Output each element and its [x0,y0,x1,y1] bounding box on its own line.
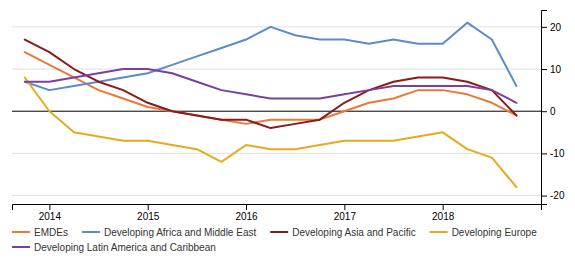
chart-svg: EMDEs Developing Africa and Middle East De… [0,0,575,262]
grid-line [12,153,541,154]
legend-label: Developing Europe [452,227,537,238]
y-tick: -20 [541,190,565,201]
x-tick-mark [148,204,149,210]
legend-label: Developing Africa and Middle East [104,227,257,238]
legend-label: EMDEs [34,227,68,238]
y-tick-label: -10 [550,148,565,159]
x-tick-label: 2018 [432,211,455,222]
x-tick-label: 2017 [334,211,357,222]
series-line [25,77,517,187]
legend-swatch [12,246,30,248]
series-line [25,52,517,124]
x-tick-label: 2015 [137,211,160,222]
legend-swatch [82,231,100,233]
series-line [25,23,517,90]
legend-label: Developing Latin America and Caribbean [34,242,216,253]
legend-item: EMDEs [12,227,68,238]
legend-swatch [270,231,288,233]
y-tick: 0 [541,106,556,117]
y-tick-mark [541,153,547,154]
legend-item: Developing Latin America and Caribbean [12,242,216,253]
x-tick-mark [344,204,345,210]
y-tick-mark [541,196,547,197]
x-tick: 2016 [235,204,258,222]
x-tick: 2015 [137,204,160,222]
y-tick: -10 [541,148,565,159]
x-tick: 2017 [334,204,357,222]
legend-swatch [12,231,30,233]
y-tick: 20 [541,22,562,33]
chart-container: EMDEs Developing Africa and Middle East De… [0,0,575,262]
y-tick-mark [541,27,547,28]
y-tick-mark [541,69,547,70]
y-tick-label: -20 [550,190,565,201]
x-tick-label: 2014 [39,211,62,222]
x-tick-mark [49,204,50,210]
grid-line [12,195,541,196]
lines [25,23,517,187]
grid [12,27,541,196]
legend-item: Developing Asia and Pacific [270,227,415,238]
series-line [25,69,517,103]
x-axis-line [13,205,542,211]
legend-label: Developing Asia and Pacific [292,227,415,238]
y-tick-label: 20 [550,22,562,33]
x-tick-mark [443,204,444,210]
legend-swatch [430,231,448,233]
x-tick: 2014 [39,204,62,222]
legend-item: Developing Africa and Middle East [82,227,257,238]
x-axis: 2014 2015 2016 2017 2018 [13,204,542,222]
y-tick-label: 0 [550,106,556,117]
y-axis: -20 -10 0 10 20 [541,11,565,205]
legend: EMDEs Developing Africa and Middle East De… [12,227,537,253]
x-tick: 2018 [432,204,455,222]
series-line [25,40,517,129]
x-tick-mark [246,204,247,210]
grid-line [12,69,541,70]
y-axis-line [542,11,548,205]
legend-item: Developing Europe [430,227,537,238]
y-tick: 10 [541,64,562,75]
y-tick-mark [541,111,547,112]
x-tick-label: 2016 [235,211,258,222]
zero-line [12,111,541,112]
y-tick-label: 10 [550,64,562,75]
